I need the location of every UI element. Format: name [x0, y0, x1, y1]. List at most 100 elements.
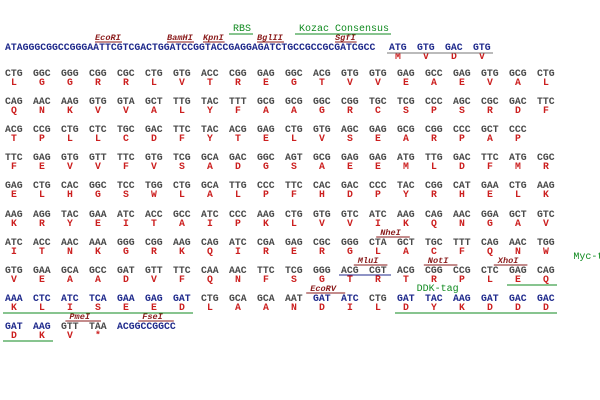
amino-acid: M	[403, 161, 409, 172]
codon: TGC	[425, 237, 443, 248]
codon: GAC	[229, 152, 247, 163]
codon: AAC	[229, 265, 247, 276]
codon: CAG	[201, 237, 219, 248]
codon: CGG	[89, 68, 107, 79]
amino-acid: Q	[431, 218, 437, 229]
codon: TTC	[173, 265, 191, 276]
codon: GTT	[145, 265, 163, 276]
amino-acid: G	[67, 77, 73, 88]
codon: GGG	[61, 68, 79, 79]
amino-acid: A	[67, 274, 73, 285]
amino-acid: N	[291, 302, 297, 313]
amino-acid: G	[291, 77, 297, 88]
codon: GTG	[341, 68, 359, 79]
amino-acid: V	[67, 161, 73, 172]
codon: GAG	[257, 68, 275, 79]
codon: CAA	[201, 265, 219, 276]
codon: ATC	[229, 237, 247, 248]
codon: GAT	[481, 293, 499, 304]
amino-acid: F	[543, 105, 549, 116]
codon: CCC	[509, 124, 527, 135]
codon: ATC	[341, 293, 359, 304]
amino-acid: E	[515, 274, 521, 285]
codon: ACC	[33, 237, 51, 248]
codon: AAG	[453, 293, 471, 304]
codon: GCA	[229, 293, 247, 304]
amino-acid: L	[207, 302, 213, 313]
codon: GTG	[313, 209, 331, 220]
amino-acid: P	[515, 133, 521, 144]
amino-acid: R	[151, 246, 157, 257]
amino-acid: S	[347, 133, 353, 144]
prefix-sequence: ATAGGGCGGCCGGGAATTCGTCGACTGGATCCGGTACCGA…	[5, 42, 376, 53]
amino-acid: F	[263, 274, 269, 285]
codon: CCC	[369, 180, 387, 191]
codon: CGC	[537, 152, 555, 163]
codon: GTG	[145, 152, 163, 163]
amino-acid: R	[431, 189, 437, 200]
codon: CTG	[285, 209, 303, 220]
codon: CGG	[145, 237, 163, 248]
amino-acid: G	[263, 161, 269, 172]
amino-acid: D	[487, 302, 493, 313]
codon: TTT	[453, 237, 471, 248]
amino-acid: D	[151, 133, 157, 144]
amino-acid: D	[515, 105, 521, 116]
amino-acid: K	[263, 218, 269, 229]
codon: GTC	[537, 209, 555, 220]
codon: ACG	[341, 265, 359, 276]
amino-acid: S	[123, 189, 129, 200]
codon: CTG	[509, 180, 527, 191]
amino-acid: A	[403, 246, 409, 257]
codon: GGA	[481, 209, 499, 220]
amino-acid: L	[11, 77, 17, 88]
codon: GTG	[473, 42, 491, 53]
codon: GCT	[145, 96, 163, 107]
codon: CTG	[5, 68, 23, 79]
amino-acid: V	[123, 105, 129, 116]
amino-acid: D	[459, 161, 465, 172]
amino-acid: L	[67, 133, 73, 144]
amino-acid: Q	[207, 246, 213, 257]
amino-acid: Q	[487, 246, 493, 257]
amino-acid: R	[235, 77, 241, 88]
codon: ATG	[509, 152, 527, 163]
codon: GAT	[173, 293, 191, 304]
amino-acid: L	[291, 218, 297, 229]
amino-acid: L	[487, 274, 493, 285]
amino-acid: T	[151, 218, 157, 229]
amino-acid: E	[487, 189, 493, 200]
codon: GTT	[61, 321, 79, 332]
codon: TAC	[425, 293, 443, 304]
amino-acid: D	[543, 302, 549, 313]
amino-acid: T	[319, 77, 325, 88]
codon: GAG	[5, 180, 23, 191]
restriction-site: BamHI	[167, 33, 194, 43]
codon: GAC	[509, 96, 527, 107]
amino-acid: F	[11, 161, 17, 172]
amino-acid: F	[487, 161, 493, 172]
feature-label: DDK-tag	[417, 284, 459, 295]
codon: CAC	[61, 180, 79, 191]
amino-acid: K	[179, 246, 185, 257]
codon: CTG	[369, 293, 387, 304]
codon: GAA	[89, 209, 107, 220]
amino-acid: L	[95, 133, 101, 144]
codon: CCC	[257, 180, 275, 191]
codon: GGG	[341, 237, 359, 248]
codon: GAC	[509, 293, 527, 304]
amino-acid: K	[403, 218, 409, 229]
amino-acid: P	[263, 189, 269, 200]
codon: ATG	[397, 152, 415, 163]
codon: ATC	[369, 209, 387, 220]
amino-acid: A	[95, 274, 101, 285]
codon: AGC	[341, 124, 359, 135]
codon: AAC	[33, 96, 51, 107]
amino-acid: E	[95, 218, 101, 229]
codon: GAG	[145, 293, 163, 304]
codon: TTC	[285, 180, 303, 191]
amino-acid: F	[291, 189, 297, 200]
codon: CGT	[369, 265, 387, 276]
codon: GAC	[537, 293, 555, 304]
amino-acid: V	[347, 77, 353, 88]
